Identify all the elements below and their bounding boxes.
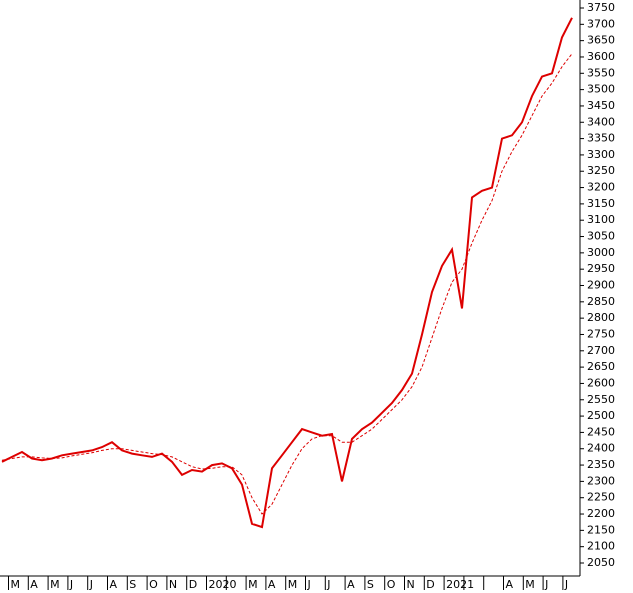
x-tick-label: J [544, 578, 548, 591]
x-tick-label: 2021 [446, 578, 474, 591]
x-tick-label: M [11, 578, 21, 591]
y-tick-label: 3150 [587, 197, 615, 210]
y-tick-label: 3500 [587, 83, 615, 96]
x-tick-label: N [169, 578, 177, 591]
y-tick-label: 2250 [587, 491, 615, 504]
y-tick-label: 2950 [587, 262, 615, 275]
x-tick-label: M [288, 578, 298, 591]
price-line [1, 17, 573, 529]
y-tick-label: 2800 [587, 311, 615, 324]
x-tick-label: O [149, 578, 158, 591]
y-tick-label: 3300 [587, 148, 615, 161]
x-tick-label: A [506, 578, 514, 591]
y-tick-label: 2750 [587, 327, 615, 340]
x-tick-label: D [426, 578, 434, 591]
y-tick-label: 2850 [587, 295, 615, 308]
x-tick-label: J [307, 578, 311, 591]
y-tick-label: 2100 [587, 540, 615, 553]
y-tick-label: 3400 [587, 115, 615, 128]
y-tick-label: 2700 [587, 344, 615, 357]
y-tick-label: 2900 [587, 279, 615, 292]
x-tick-label: S [367, 578, 374, 591]
x-tick-label: J [69, 578, 73, 591]
y-tick-label: 3050 [587, 230, 615, 243]
y-tick-label: 2050 [587, 556, 615, 569]
x-tick-label: N [407, 578, 415, 591]
y-tick-label: 3100 [587, 213, 615, 226]
x-tick-label: D [189, 578, 197, 591]
y-tick-label: 2650 [587, 360, 615, 373]
x-tick-label: J [564, 578, 568, 591]
y-tick-label: 2450 [587, 425, 615, 438]
y-tick-label: 3250 [587, 164, 615, 177]
y-tick-label: 3000 [587, 246, 615, 259]
y-tick-label: 3200 [587, 181, 615, 194]
x-tick-label: A [110, 578, 118, 591]
y-tick-label: 2600 [587, 376, 615, 389]
y-tick-label: 3600 [587, 50, 615, 63]
x-tick-label: M [248, 578, 258, 591]
y-tick-label: 3450 [587, 99, 615, 112]
y-tick-label: 2400 [587, 442, 615, 455]
x-tick-label: O [387, 578, 396, 591]
y-tick-label: 3750 [587, 1, 615, 14]
y-tick-label: 3700 [587, 17, 615, 30]
y-tick-label: 2500 [587, 409, 615, 422]
y-tick-label: 2550 [587, 393, 615, 406]
y-tick-label: 2300 [587, 474, 615, 487]
x-tick-label: S [129, 578, 136, 591]
x-tick-label: M [525, 578, 535, 591]
y-tick-label: 3550 [587, 66, 615, 79]
y-tick-label: 3650 [587, 34, 615, 47]
x-tick-label: J [89, 578, 93, 591]
y-tick-label: 3350 [587, 132, 615, 145]
y-tick-label: 2350 [587, 458, 615, 471]
x-tick-label: J [326, 578, 330, 591]
x-tick-label: 2020 [209, 578, 237, 591]
moving-average-line [1, 53, 573, 515]
y-tick-label: 2150 [587, 523, 615, 536]
x-tick-label: A [30, 578, 38, 591]
x-tick-label: A [268, 578, 276, 591]
x-tick-label: A [347, 578, 355, 591]
y-tick-label: 2200 [587, 507, 615, 520]
x-tick-label: M [50, 578, 60, 591]
